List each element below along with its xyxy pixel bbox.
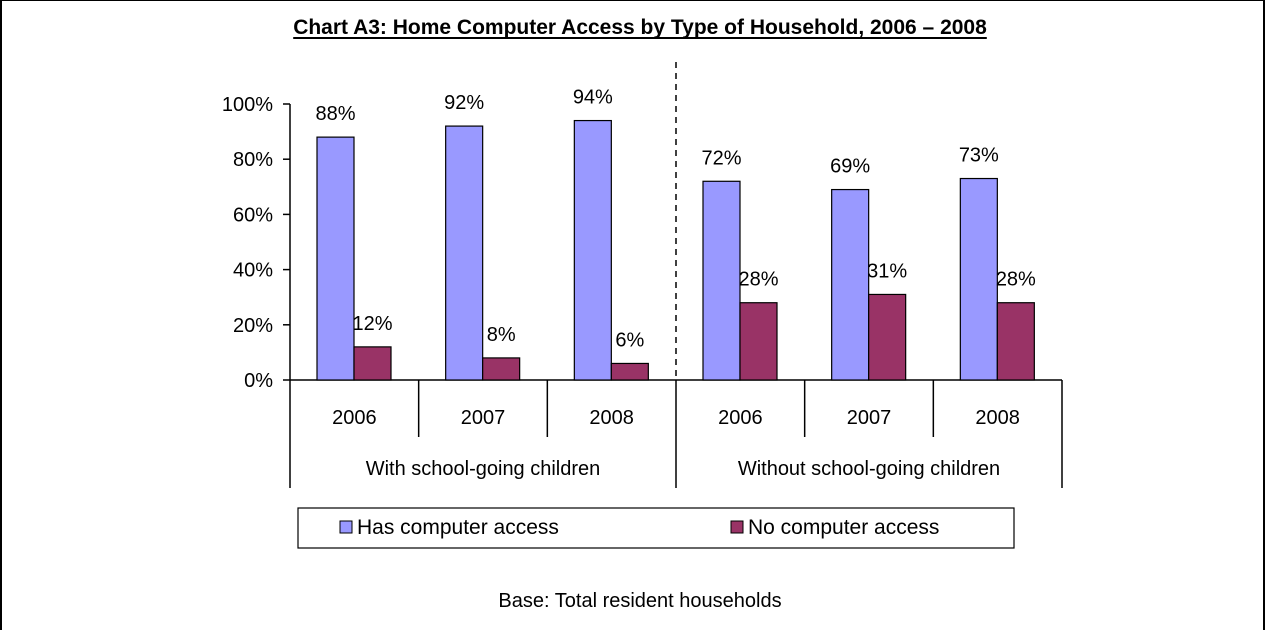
bar-has-access xyxy=(445,125,484,381)
group-label: With school-going children xyxy=(366,458,601,480)
x-tick-label: 2008 xyxy=(589,407,634,429)
legend-label: No computer access xyxy=(748,516,939,539)
bar-no-access xyxy=(739,302,778,381)
y-tick-label: 20% xyxy=(233,315,273,337)
bar-has-access xyxy=(573,119,612,381)
data-label: 28% xyxy=(996,269,1036,291)
legend-label: Has computer access xyxy=(357,516,559,539)
bar-has-access xyxy=(702,180,741,381)
legend-swatch xyxy=(730,520,744,534)
data-label: 31% xyxy=(867,260,907,282)
x-tick-label: 2006 xyxy=(718,407,763,429)
data-label: 73% xyxy=(959,145,999,167)
chart-title: Chart A3: Home Computer Access by Type o… xyxy=(293,16,987,39)
data-label: 94% xyxy=(573,87,613,109)
data-label: 69% xyxy=(830,156,870,178)
bar-no-access xyxy=(996,302,1035,381)
bar-no-access xyxy=(353,346,392,381)
y-tick-label: 100% xyxy=(222,94,273,116)
bar-has-access xyxy=(316,136,355,381)
data-label: 28% xyxy=(738,269,778,291)
data-label: 88% xyxy=(315,103,355,125)
data-label: 92% xyxy=(444,92,484,114)
base-footnote: Base: Total resident households xyxy=(498,590,781,612)
data-label: 72% xyxy=(701,147,741,169)
legend-box xyxy=(297,507,1015,549)
legend-swatch xyxy=(339,520,353,534)
y-tick-label: 0% xyxy=(244,370,273,392)
y-tick-label: 40% xyxy=(233,260,273,282)
bar-has-access xyxy=(831,188,870,381)
plot-area: 0% 20% 40% 60% 80% 100% 2006 2007 2008 2006 2007 20… xyxy=(222,62,1063,488)
x-tick-label: 2007 xyxy=(847,407,892,429)
bar-no-access xyxy=(610,362,649,381)
legend: Has computer access No computer access xyxy=(297,507,1015,549)
group-label: Without school-going children xyxy=(738,458,1000,480)
bar-no-access xyxy=(868,293,907,381)
y-tick-label: 60% xyxy=(233,204,273,226)
bar-no-access xyxy=(482,357,521,381)
x-tick-label: 2007 xyxy=(461,407,506,429)
data-label: 8% xyxy=(487,324,516,346)
x-tick-label: 2006 xyxy=(332,407,377,429)
y-tick-label: 80% xyxy=(233,149,273,171)
bar-has-access xyxy=(959,177,998,381)
data-label: 6% xyxy=(615,329,644,351)
x-tick-label: 2008 xyxy=(975,407,1020,429)
data-label: 12% xyxy=(352,313,392,335)
